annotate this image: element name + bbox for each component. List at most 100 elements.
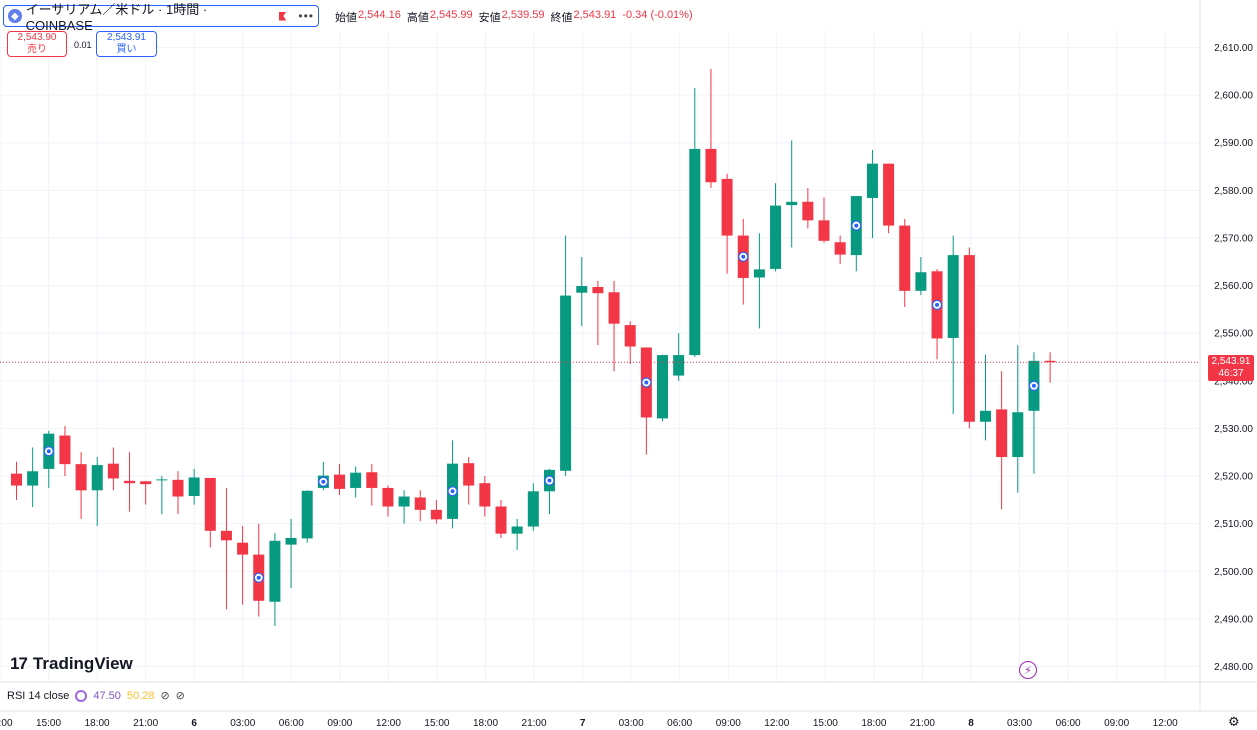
rsi-legend[interactable]: RSI 14 close 47.50 50.28 ⊘ ⊘ (7, 689, 185, 702)
price-tick-label: 2,580.00 (1214, 186, 1253, 197)
candle-body (786, 201, 798, 206)
candle-body (834, 242, 846, 255)
flag-icon[interactable] (278, 11, 287, 21)
candle-body (673, 355, 685, 376)
candle-body (366, 472, 378, 488)
trade-marker-dot (450, 489, 455, 494)
bar-countdown: 46:37 (1218, 368, 1244, 379)
candle-body (753, 269, 765, 278)
hide-ma-icon[interactable]: ⊘ (175, 690, 185, 702)
low-value: 2,539.59 (501, 9, 545, 21)
high-value: 2,545.99 (429, 9, 473, 21)
rsi-name: RSI 14 close (7, 689, 70, 702)
candle-body (463, 463, 475, 486)
time-tick-label: 09:00 (716, 718, 741, 729)
time-tick-label: 21:00 (522, 718, 547, 729)
price-axis[interactable]: 2,480.00 2,490.00 2,500.00 2,510.00 2,520.00… (1214, 43, 1253, 673)
candle-body (657, 355, 668, 419)
time-tick-label: 06:00 (1056, 718, 1081, 729)
time-tick-label: 12:00 (376, 718, 401, 729)
trade-marker-dot (1031, 383, 1036, 388)
time-tick-label: 7 (580, 718, 586, 729)
buy-label: 買い (116, 44, 137, 55)
candle-body (172, 479, 184, 497)
trade-marker-dot (321, 479, 326, 484)
candle-body (915, 272, 927, 291)
low-label: 安値 (478, 12, 501, 24)
price-tick-label: 2,540.00 (1214, 376, 1253, 387)
sell-button[interactable]: 2,543.90 売り (7, 31, 67, 57)
settings-gear-icon[interactable]: ⚙ (1228, 714, 1240, 729)
candle-body (11, 473, 22, 486)
candle-body (237, 542, 249, 555)
candle-body (27, 471, 39, 486)
time-tick-label: 12:00 (1153, 718, 1178, 729)
price-tick-label: 2,560.00 (1214, 281, 1253, 292)
grid (0, 0, 1257, 712)
price-tick-label: 2,610.00 (1214, 43, 1253, 54)
candle-body (269, 540, 281, 602)
candle-body (398, 496, 410, 507)
candle-body (430, 509, 442, 520)
brand-name: TradingView (32, 654, 133, 673)
price-tick-label: 2,570.00 (1214, 233, 1253, 244)
ethereum-icon: ◆ (8, 9, 22, 23)
tradingview-logo[interactable]: 17 TradingView (10, 654, 133, 674)
candle-body (721, 178, 733, 236)
sell-price: 2,543.90 (17, 32, 57, 43)
trade-markers (43, 220, 1040, 583)
price-tick-label: 2,500.00 (1214, 567, 1253, 578)
price-tick-label: 2,510.00 (1214, 519, 1253, 530)
trade-marker-dot (935, 302, 940, 307)
candle-body (59, 435, 71, 465)
price-tick-label: 2,600.00 (1214, 91, 1253, 102)
trade-marker-dot (46, 449, 51, 454)
time-tick-label: 6 (191, 718, 197, 729)
candle-body (91, 465, 103, 491)
candle-body (1012, 412, 1024, 457)
candle-body (947, 255, 959, 338)
hide-icon[interactable]: ⊘ (160, 690, 170, 702)
time-tick-label: 18:00 (85, 718, 110, 729)
candle-body (980, 410, 991, 422)
candle-body (285, 537, 297, 545)
spread-value: 0.01 (74, 40, 92, 50)
time-tick-label: 03:00 (619, 718, 644, 729)
ohlc-legend: 始値 2,544.16 高値 2,545.99 安値 2,539.59 終値 2… (335, 9, 699, 25)
candle-body (156, 479, 168, 481)
tradingview-mark-icon: 17 (10, 654, 28, 673)
lightning-icon[interactable]: ⚡ (1019, 661, 1037, 679)
price-tick-label: 2,490.00 (1214, 614, 1253, 625)
time-tick-label: 06:00 (667, 718, 692, 729)
candle-body (1044, 360, 1056, 363)
current-price-tag: 2,543.91 46:37 (1208, 355, 1254, 381)
candle-body (592, 287, 604, 294)
time-axis[interactable]: 12:00 15:00 18:00 21:00 6 03:00 06:00 09:00 12:0… (0, 718, 1178, 729)
time-tick-label: 03:00 (230, 718, 255, 729)
candle-body (301, 490, 313, 539)
candle-body (334, 474, 345, 489)
trade-marker-dot (644, 380, 649, 385)
price-tick-label: 2,520.00 (1214, 472, 1253, 483)
candle-body (188, 477, 200, 497)
price-tick-label: 2,550.00 (1214, 329, 1253, 340)
time-tick-label: 12:00 (764, 718, 789, 729)
price-tick-label: 2,480.00 (1214, 662, 1253, 673)
candle-body (350, 472, 362, 488)
sell-label: 売り (27, 44, 47, 55)
candle-body (866, 163, 878, 198)
buy-button[interactable]: 2,543.91 買い (96, 31, 157, 57)
candle-body (560, 295, 572, 471)
rsi-status-icon (75, 689, 88, 702)
more-options-icon[interactable]: ••• (298, 9, 314, 23)
symbol-header[interactable]: ◆ イーサリアム／米ドル · 1時間 · COINBASE ••• (3, 2, 319, 33)
candle-body (576, 286, 588, 293)
candle-body (220, 530, 232, 541)
candle-body (624, 325, 636, 347)
open-label: 始値 (335, 12, 357, 24)
rsi-value: 47.50 (93, 689, 121, 702)
candle-body (204, 477, 216, 531)
buy-price: 2,543.91 (107, 32, 146, 43)
time-tick-label: 18:00 (861, 718, 886, 729)
